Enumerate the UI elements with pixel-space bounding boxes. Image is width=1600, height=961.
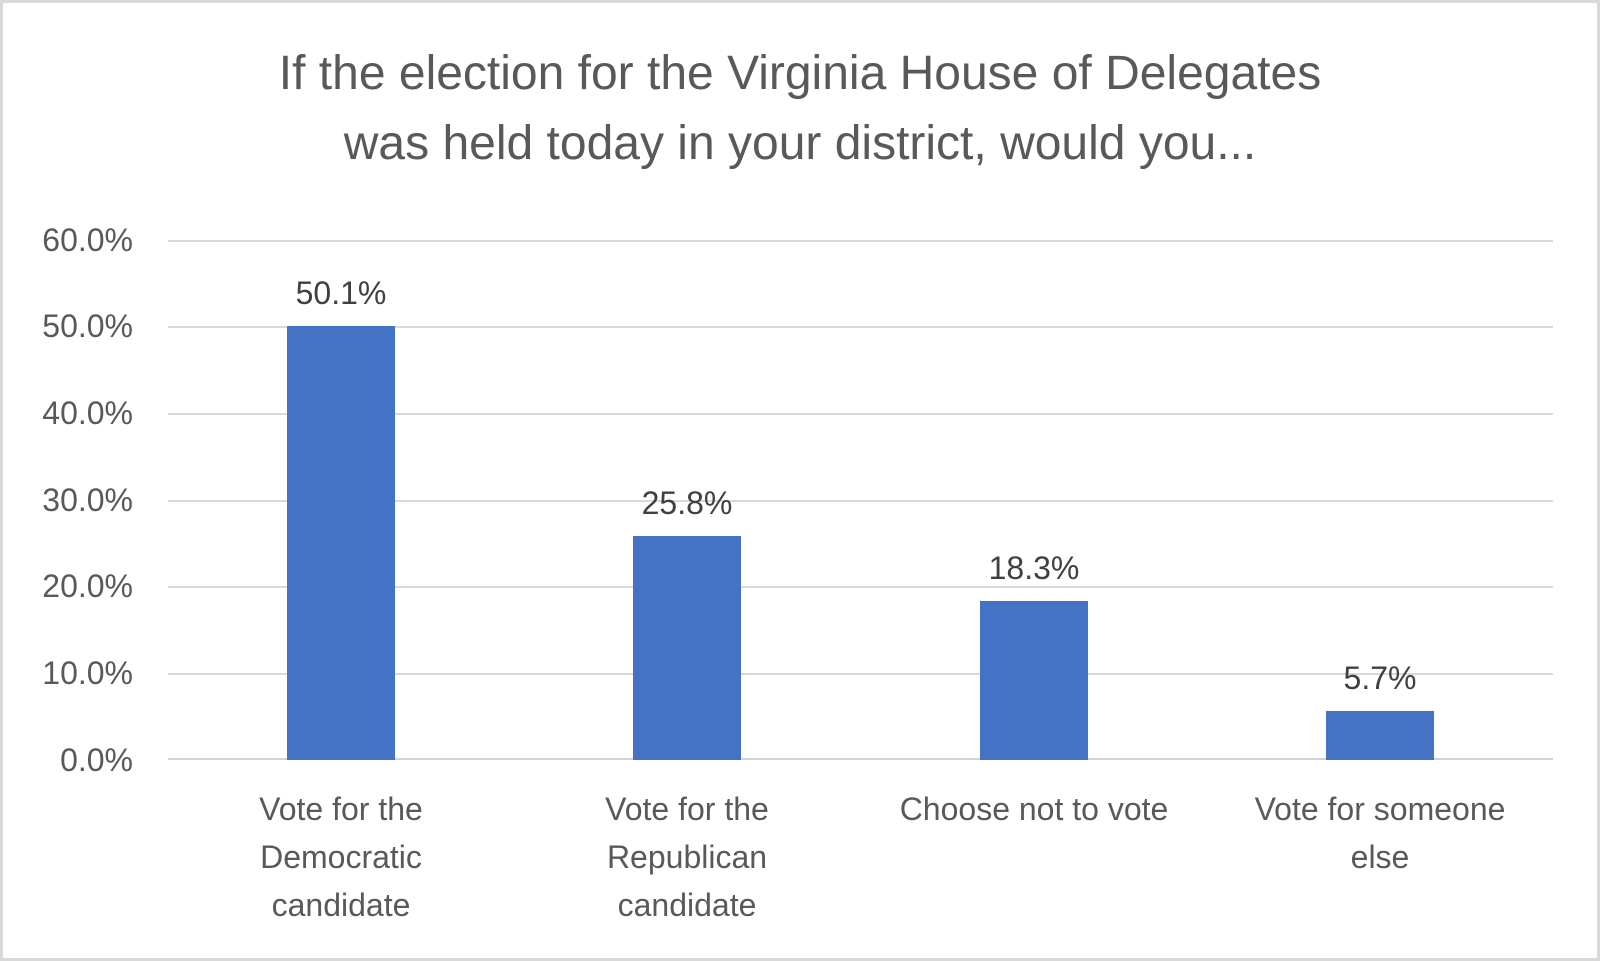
plot-area	[168, 240, 1553, 760]
data-label: 5.7%	[1343, 660, 1417, 696]
y-axis-tick-label: 10.0%	[42, 655, 133, 691]
bar-someone-else	[1326, 711, 1434, 760]
y-axis-tick-label: 40.0%	[42, 395, 133, 431]
data-label: 25.8%	[641, 485, 733, 521]
bar-republican	[633, 536, 741, 760]
gridline-10pct	[168, 673, 1553, 675]
y-axis-tick-label: 0.0%	[60, 742, 133, 778]
y-axis-tick-label: 50.0%	[42, 308, 133, 344]
gridline-20pct	[168, 586, 1553, 588]
gridline-50pct	[168, 326, 1553, 328]
chart-title: If the election for the Virginia House o…	[278, 47, 1322, 170]
x-axis-line	[168, 758, 1553, 760]
x-axis-category-label: Choose not to vote	[899, 791, 1169, 827]
bar-democratic	[287, 326, 395, 760]
bar-not-vote	[980, 601, 1088, 760]
y-axis-tick-label: 60.0%	[42, 222, 133, 258]
data-label: 18.3%	[988, 550, 1080, 586]
data-label: 50.1%	[295, 275, 387, 311]
bar-group-republican: 25.8%	[514, 240, 860, 760]
y-axis-tick-label: 20.0%	[42, 568, 133, 604]
x-axis-category-label: Vote for the Republican candidate	[605, 791, 769, 923]
y-axis-tick-label: 30.0%	[42, 482, 133, 518]
bar-group-democratic: 50.1%	[168, 240, 514, 760]
gridline-40pct	[168, 413, 1553, 415]
x-axis-category-label: Vote for someone else	[1254, 791, 1506, 875]
gridline-30pct	[168, 500, 1553, 502]
bar-group-not-vote: 18.3%	[861, 240, 1207, 760]
x-axis-category-label: Vote for the Democratic candidate	[259, 791, 423, 923]
gridline-60pct	[168, 240, 1553, 242]
bar-group-someone-else: 5.7%	[1207, 240, 1553, 760]
